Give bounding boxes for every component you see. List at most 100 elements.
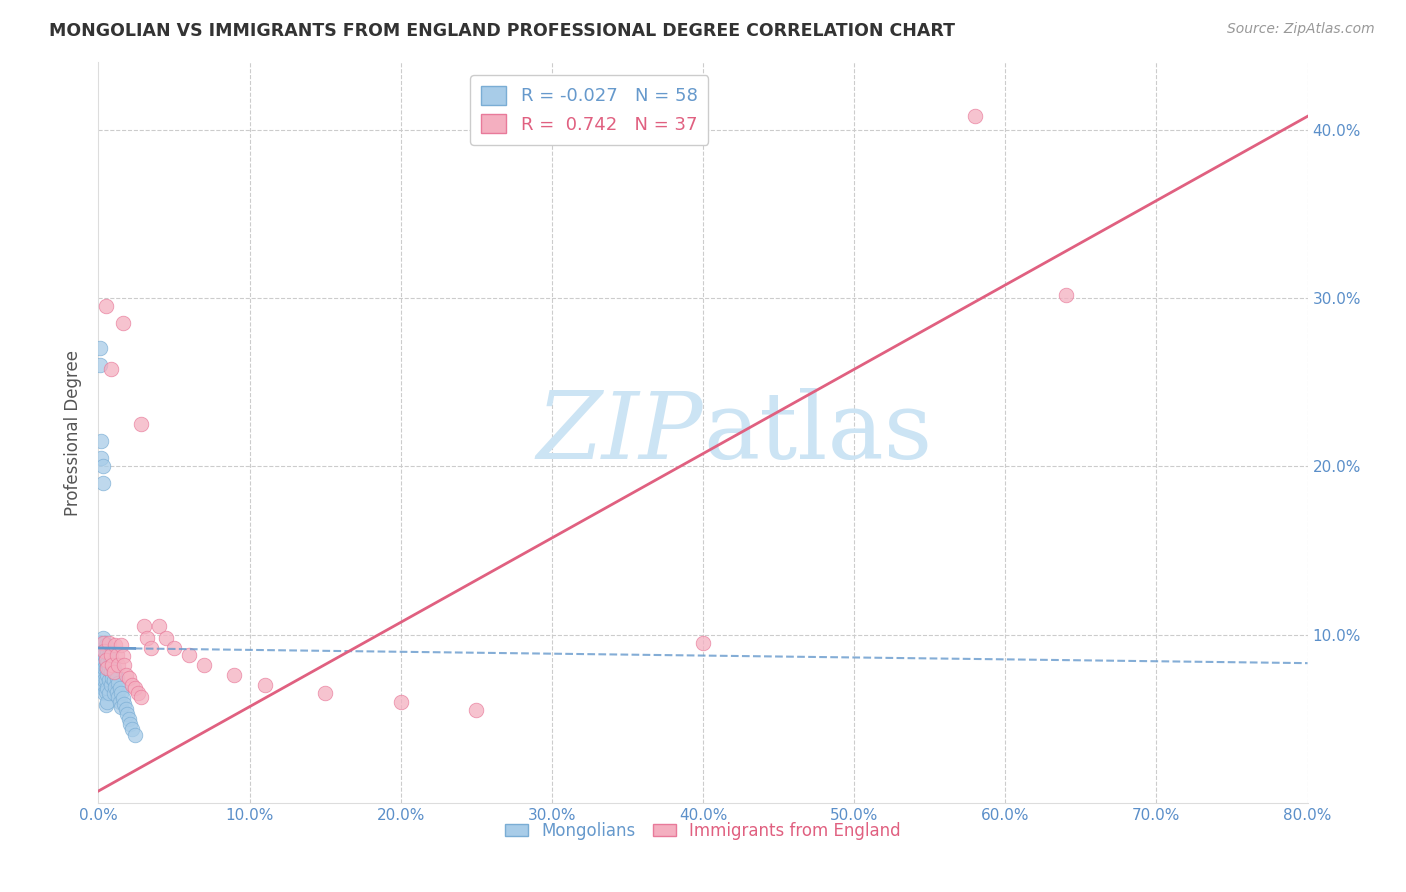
Point bbox=[89, 342, 111, 356]
Point bbox=[94, 300, 117, 314]
Point bbox=[124, 729, 146, 743]
Point bbox=[104, 680, 127, 694]
Point bbox=[104, 666, 127, 681]
Point bbox=[114, 701, 136, 715]
Point bbox=[101, 657, 124, 672]
Point bbox=[127, 686, 149, 700]
Point bbox=[465, 703, 488, 717]
Point bbox=[91, 668, 114, 682]
Point bbox=[96, 661, 118, 675]
Point bbox=[94, 649, 117, 664]
Point bbox=[253, 678, 276, 692]
Point bbox=[94, 698, 117, 713]
Point bbox=[111, 316, 134, 330]
Point bbox=[93, 661, 115, 675]
Point bbox=[98, 648, 121, 662]
Point bbox=[100, 648, 122, 662]
Point bbox=[98, 686, 121, 700]
Point bbox=[94, 685, 117, 699]
Point bbox=[101, 657, 124, 672]
Point bbox=[965, 109, 987, 123]
Point bbox=[110, 686, 132, 700]
Point bbox=[108, 681, 131, 696]
Point bbox=[107, 676, 129, 690]
Point bbox=[93, 673, 115, 687]
Point bbox=[91, 644, 114, 658]
Point bbox=[107, 657, 129, 672]
Point bbox=[94, 638, 117, 652]
Point bbox=[121, 678, 143, 692]
Point bbox=[129, 417, 152, 432]
Point bbox=[103, 665, 125, 679]
Point bbox=[93, 648, 115, 662]
Point bbox=[120, 716, 142, 731]
Y-axis label: Professional Degree: Professional Degree bbox=[65, 350, 83, 516]
Text: ZIP: ZIP bbox=[536, 388, 703, 477]
Point bbox=[155, 631, 177, 645]
Point bbox=[94, 661, 117, 675]
Point bbox=[96, 695, 118, 709]
Point bbox=[148, 619, 170, 633]
Point bbox=[118, 671, 141, 685]
Point bbox=[129, 690, 152, 704]
Point bbox=[314, 686, 336, 700]
Point bbox=[90, 640, 112, 655]
Point bbox=[132, 619, 155, 633]
Point bbox=[110, 638, 132, 652]
Point bbox=[111, 691, 134, 706]
Point bbox=[179, 648, 201, 662]
Point bbox=[94, 673, 117, 687]
Point bbox=[91, 656, 114, 670]
Text: Source: ZipAtlas.com: Source: ZipAtlas.com bbox=[1227, 22, 1375, 37]
Point bbox=[114, 668, 136, 682]
Point bbox=[89, 648, 111, 662]
Point bbox=[163, 640, 186, 655]
Point bbox=[141, 640, 163, 655]
Point bbox=[124, 681, 146, 696]
Point bbox=[111, 649, 134, 664]
Point bbox=[98, 661, 121, 675]
Point bbox=[224, 668, 246, 682]
Point bbox=[94, 653, 117, 667]
Point bbox=[103, 686, 125, 700]
Point bbox=[96, 681, 118, 696]
Point bbox=[89, 636, 111, 650]
Point bbox=[90, 450, 112, 465]
Point bbox=[103, 661, 125, 675]
Point bbox=[105, 671, 128, 685]
Point bbox=[692, 636, 714, 650]
Legend: Mongolians, Immigrants from England: Mongolians, Immigrants from England bbox=[498, 815, 908, 847]
Point bbox=[98, 636, 121, 650]
Point bbox=[93, 636, 115, 650]
Point bbox=[112, 657, 135, 672]
Point bbox=[100, 653, 122, 667]
Point bbox=[89, 359, 111, 373]
Point bbox=[90, 678, 112, 692]
Point bbox=[104, 638, 127, 652]
Point bbox=[112, 697, 135, 711]
Point bbox=[115, 706, 138, 721]
Point bbox=[108, 695, 131, 709]
Point bbox=[118, 712, 141, 726]
Point bbox=[1054, 287, 1077, 301]
Point bbox=[90, 653, 112, 667]
Point bbox=[100, 361, 122, 376]
Point bbox=[93, 686, 115, 700]
Point bbox=[121, 722, 143, 736]
Point bbox=[89, 657, 111, 672]
Point bbox=[93, 644, 115, 658]
Point bbox=[90, 434, 112, 448]
Point bbox=[103, 673, 125, 687]
Point bbox=[105, 685, 128, 699]
Point bbox=[96, 644, 118, 658]
Point bbox=[389, 695, 412, 709]
Point bbox=[100, 665, 122, 679]
Text: MONGOLIAN VS IMMIGRANTS FROM ENGLAND PROFESSIONAL DEGREE CORRELATION CHART: MONGOLIAN VS IMMIGRANTS FROM ENGLAND PRO… bbox=[49, 22, 955, 40]
Point bbox=[193, 657, 215, 672]
Point bbox=[91, 459, 114, 474]
Point bbox=[91, 681, 114, 696]
Point bbox=[98, 673, 121, 687]
Point bbox=[91, 476, 114, 491]
Point bbox=[90, 665, 112, 679]
Point bbox=[135, 631, 157, 645]
